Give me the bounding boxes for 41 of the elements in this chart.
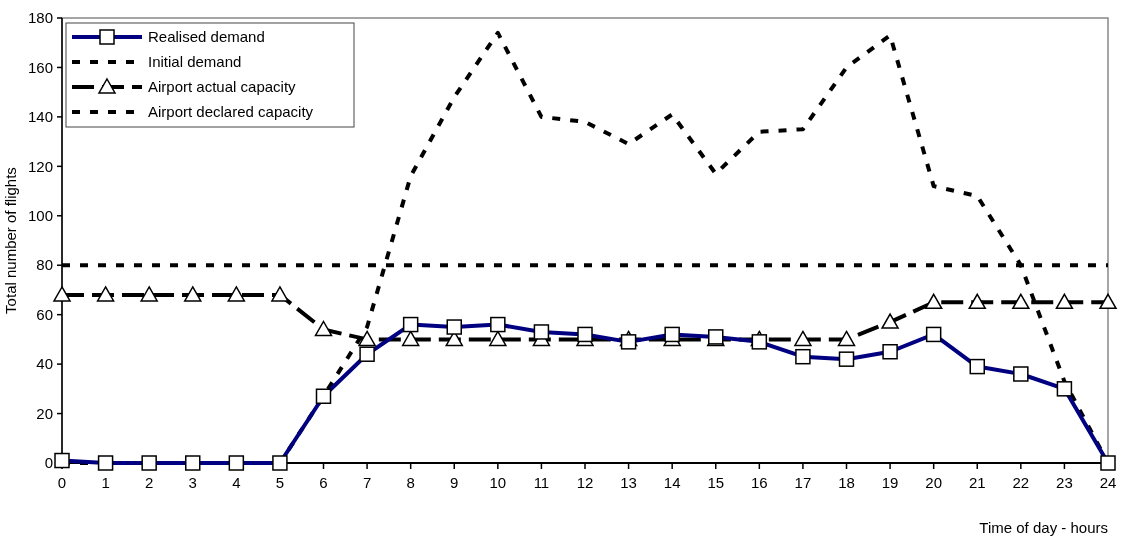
legend-label: Airport actual capacity [148, 78, 297, 96]
y-axis-title: Total number of flights [2, 167, 19, 314]
y-tick-label: 20 [36, 404, 53, 422]
x-tick-label: 24 [1099, 474, 1117, 491]
y-tick-label: 120 [27, 157, 53, 175]
x-tick-label: 11 [533, 474, 550, 491]
x-tick-label: 3 [188, 474, 197, 491]
x-tick-label: 2 [144, 474, 154, 491]
legend-label: Initial demand [148, 53, 242, 71]
x-tick-label: 6 [319, 474, 328, 491]
x-axis-title: Time of day - hours [979, 519, 1108, 536]
x-tick-label: 7 [362, 474, 372, 491]
x-tick-label: 17 [794, 474, 812, 491]
x-tick-label: 13 [620, 474, 637, 491]
x-tick-label: 19 [881, 474, 899, 491]
x-tick-label: 18 [838, 474, 855, 491]
x-tick-label: 12 [576, 474, 594, 491]
x-tick-label: 9 [450, 474, 459, 491]
x-tick-label: 14 [663, 474, 681, 491]
legend-label: Airport declared capacity [148, 103, 314, 121]
x-tick-label: 1 [101, 474, 110, 491]
x-tick-label: 20 [925, 474, 943, 491]
y-tick-label: 60 [36, 305, 53, 323]
y-tick-label: 40 [36, 355, 53, 373]
x-tick-label: 10 [489, 474, 507, 491]
x-tick-label: 8 [406, 474, 415, 491]
x-tick-label: 15 [707, 474, 725, 491]
x-tick-label: 0 [57, 474, 67, 491]
y-tick-label: 180 [27, 9, 53, 27]
x-tick-label: 16 [750, 474, 768, 491]
x-tick-label: 23 [1056, 474, 1073, 491]
x-tick-label: 5 [275, 474, 285, 491]
legend-label: Realised demand [148, 28, 265, 46]
x-tick-label: 22 [1012, 474, 1030, 491]
y-tick-label: 0 [44, 454, 53, 472]
y-tick-label: 160 [27, 58, 53, 76]
x-tick-label: 21 [968, 474, 986, 491]
y-tick-label: 140 [27, 108, 53, 126]
x-tick-label: 4 [232, 474, 241, 491]
y-tick-label: 100 [27, 207, 53, 225]
y-tick-label: 80 [36, 256, 53, 274]
